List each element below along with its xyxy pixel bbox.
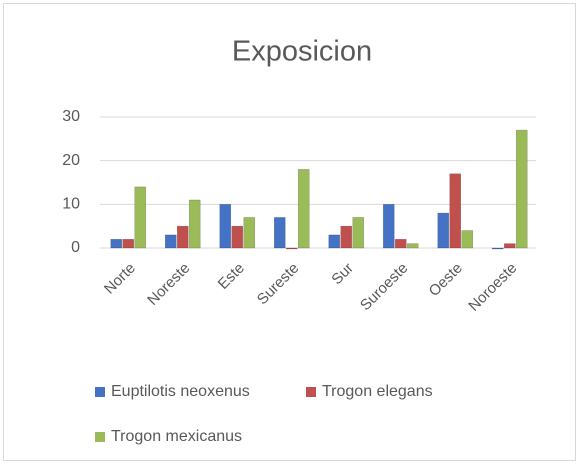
bar [406, 243, 419, 249]
y-tick-label: 0 [71, 239, 80, 256]
legend-swatch [95, 387, 105, 397]
bar [382, 204, 395, 249]
bar [352, 217, 365, 249]
bar [491, 247, 504, 250]
bar [273, 217, 286, 249]
bar [134, 186, 147, 249]
bar [328, 234, 341, 249]
bar [297, 169, 310, 249]
legend-swatch [306, 387, 316, 397]
bar [461, 230, 474, 249]
bar [231, 225, 244, 249]
bar [188, 199, 201, 249]
bar [437, 212, 450, 249]
bar [243, 217, 256, 249]
legend-swatch [95, 432, 105, 442]
y-tick-label: 10 [62, 196, 80, 213]
bar [164, 234, 177, 249]
bar [122, 238, 135, 249]
bar [503, 243, 516, 249]
bar [394, 238, 407, 249]
y-tick-label: 20 [62, 152, 80, 169]
legend-label: Trogon elegans [322, 383, 433, 400]
legend-label: Trogon mexicanus [111, 428, 242, 445]
chart-border [3, 3, 576, 461]
legend-label: Euptilotis neoxenus [111, 383, 250, 400]
y-tick-label: 30 [62, 108, 80, 125]
bar [219, 204, 232, 249]
bar [110, 238, 123, 249]
bar [515, 129, 528, 249]
bar [449, 173, 462, 249]
bar [285, 247, 298, 250]
chart-title: Exposicion [232, 36, 372, 68]
bar [176, 225, 189, 249]
bar [340, 225, 353, 249]
